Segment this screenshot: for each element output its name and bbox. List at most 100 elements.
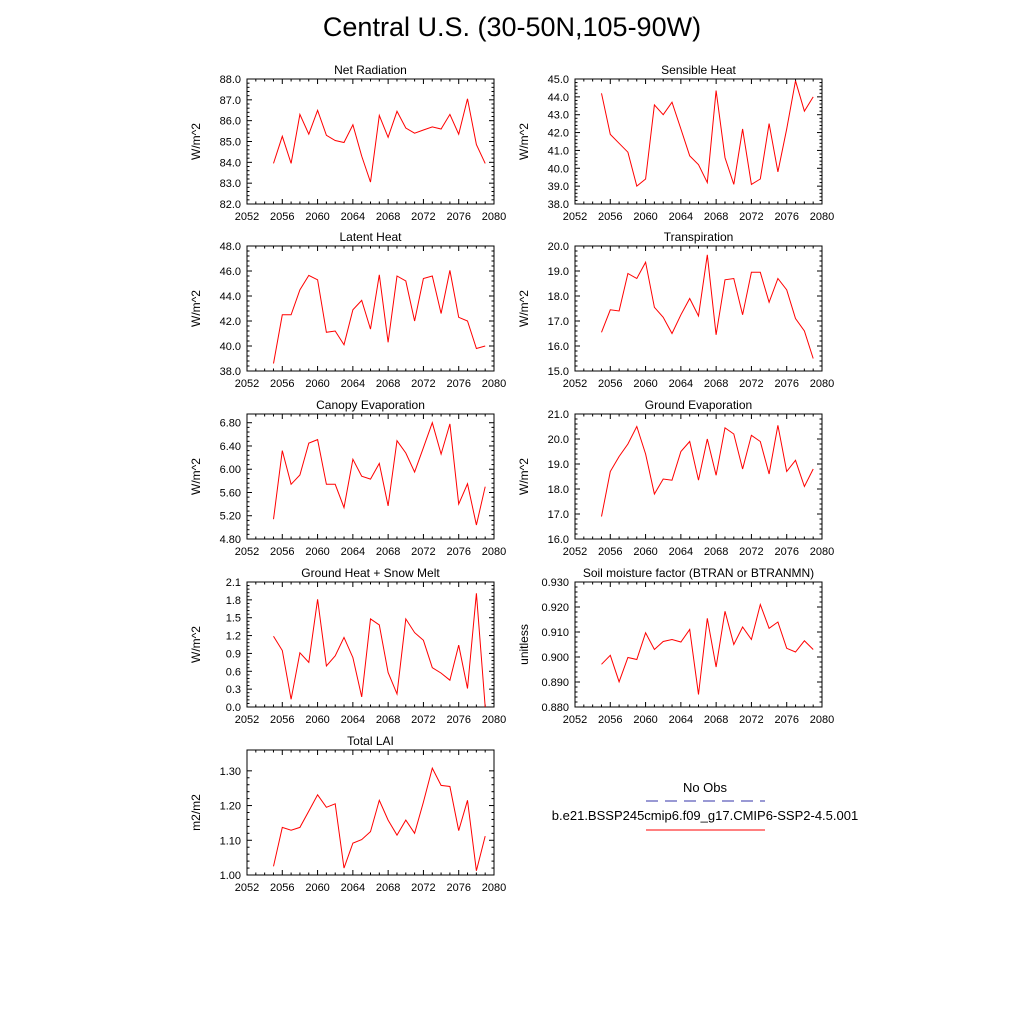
y-tick-label: 15.0 bbox=[548, 366, 569, 378]
panels-group: Net Radiation W/m^2 2052 2056 2060 2064 2068 20… bbox=[189, 63, 834, 894]
x-tick-label: 2060 bbox=[305, 211, 329, 223]
x-tick-label: 2068 bbox=[704, 714, 728, 726]
y-tick-label: 86.0 bbox=[220, 116, 241, 128]
y-tick-label: 40.0 bbox=[548, 163, 569, 175]
y-tick-label: 40.0 bbox=[220, 341, 241, 353]
x-tick-label: 2064 bbox=[341, 882, 365, 894]
plot-frame bbox=[246, 581, 495, 708]
x-tick-label: 2060 bbox=[305, 378, 329, 390]
y-axis-label: W/m^2 bbox=[189, 123, 203, 160]
y-tick-label: 16.0 bbox=[548, 341, 569, 353]
panel-title: Net Radiation bbox=[334, 63, 407, 77]
y-tick-label: 17.0 bbox=[548, 316, 569, 328]
y-tick-label: 48.0 bbox=[220, 241, 241, 253]
y-tick-label: 0.930 bbox=[541, 577, 569, 589]
y-tick-label: 38.0 bbox=[548, 199, 569, 211]
x-tick-label: 2076 bbox=[446, 378, 470, 390]
y-axis-label: W/m^2 bbox=[517, 458, 531, 495]
x-tick-label: 2064 bbox=[669, 714, 693, 726]
y-tick-label: 16.0 bbox=[548, 534, 569, 546]
x-tick-label: 2080 bbox=[482, 378, 506, 390]
x-tick-label: 2064 bbox=[341, 378, 365, 390]
x-tick-label: 2056 bbox=[598, 546, 622, 558]
plot-frame bbox=[574, 413, 823, 540]
y-tick-label: 1.2 bbox=[226, 631, 241, 643]
y-tick-label: 0.9 bbox=[226, 648, 241, 660]
x-tick-label: 2072 bbox=[739, 546, 763, 558]
y-tick-label: 82.0 bbox=[220, 199, 241, 211]
x-tick-label: 2068 bbox=[704, 546, 728, 558]
y-tick-label: 42.0 bbox=[220, 316, 241, 328]
y-tick-label: 44.0 bbox=[220, 291, 241, 303]
x-tick-label: 2056 bbox=[270, 211, 294, 223]
y-tick-label: 0.0 bbox=[226, 702, 241, 714]
panel-title: Total LAI bbox=[347, 734, 394, 748]
x-tick-label: 2080 bbox=[810, 211, 834, 223]
y-tick-label: 0.900 bbox=[541, 652, 569, 664]
y-tick-label: 6.40 bbox=[220, 441, 241, 453]
x-tick-label: 2060 bbox=[633, 714, 657, 726]
plot-frame bbox=[574, 78, 823, 205]
y-tick-label: 46.0 bbox=[220, 266, 241, 278]
y-tick-label: 0.6 bbox=[226, 666, 241, 678]
x-tick-label: 2060 bbox=[633, 378, 657, 390]
x-tick-label: 2080 bbox=[810, 546, 834, 558]
x-tick-label: 2056 bbox=[270, 882, 294, 894]
y-tick-label: 19.0 bbox=[548, 459, 569, 471]
y-tick-label: 0.890 bbox=[541, 677, 569, 689]
x-tick-label: 2060 bbox=[633, 211, 657, 223]
y-axis-label: W/m^2 bbox=[517, 290, 531, 327]
x-tick-label: 2060 bbox=[633, 546, 657, 558]
panel-title: Sensible Heat bbox=[661, 63, 736, 77]
series-line bbox=[273, 421, 486, 526]
x-tick-label: 2064 bbox=[341, 211, 365, 223]
series-line bbox=[601, 80, 814, 187]
x-tick-label: 2056 bbox=[270, 378, 294, 390]
x-tick-label: 2068 bbox=[376, 546, 400, 558]
y-tick-label: 83.0 bbox=[220, 178, 241, 190]
y-tick-label: 2.1 bbox=[226, 577, 241, 589]
y-tick-label: 1.8 bbox=[226, 595, 241, 607]
x-tick-label: 2064 bbox=[341, 714, 365, 726]
x-tick-label: 2080 bbox=[482, 546, 506, 558]
plot-frame bbox=[246, 413, 495, 540]
x-tick-label: 2076 bbox=[446, 546, 470, 558]
x-tick-label: 2068 bbox=[704, 378, 728, 390]
x-tick-label: 2052 bbox=[235, 882, 259, 894]
panel-ground-evaporation: Ground Evaporation W/m^2 2052 2056 2060 2064 2… bbox=[517, 398, 834, 558]
panel-canopy-evaporation: Canopy Evaporation W/m^2 2052 2056 2060 2064 2… bbox=[189, 398, 506, 558]
x-tick-label: 2052 bbox=[235, 211, 259, 223]
panel-soil-moisture-factor: Soil moisture factor (BTRAN or BTRANMN) u… bbox=[517, 566, 834, 726]
legend-model-label: b.e21.BSSP245cmip6.f09_g17.CMIP6-SSP2-4.… bbox=[552, 808, 858, 823]
y-tick-label: 5.60 bbox=[220, 487, 241, 499]
panel-title: Ground Evaporation bbox=[645, 398, 752, 412]
x-tick-label: 2080 bbox=[482, 882, 506, 894]
x-tick-label: 2068 bbox=[376, 211, 400, 223]
y-tick-label: 44.0 bbox=[548, 92, 569, 104]
y-tick-label: 0.910 bbox=[541, 627, 569, 639]
y-tick-label: 18.0 bbox=[548, 484, 569, 496]
x-tick-label: 2080 bbox=[810, 378, 834, 390]
y-tick-label: 6.00 bbox=[220, 464, 241, 476]
y-tick-label: 42.0 bbox=[548, 128, 569, 140]
x-tick-label: 2068 bbox=[376, 714, 400, 726]
x-tick-label: 2064 bbox=[669, 546, 693, 558]
x-tick-label: 2076 bbox=[774, 378, 798, 390]
series-line bbox=[273, 270, 486, 364]
x-tick-label: 2076 bbox=[446, 211, 470, 223]
y-tick-label: 4.80 bbox=[220, 534, 241, 546]
x-tick-label: 2052 bbox=[235, 714, 259, 726]
x-tick-label: 2072 bbox=[411, 211, 435, 223]
y-axis-label: W/m^2 bbox=[189, 458, 203, 495]
x-tick-label: 2072 bbox=[739, 714, 763, 726]
y-tick-label: 6.80 bbox=[220, 418, 241, 430]
series-line bbox=[601, 254, 814, 359]
y-tick-label: 21.0 bbox=[548, 409, 569, 421]
x-tick-label: 2060 bbox=[305, 546, 329, 558]
x-tick-label: 2068 bbox=[376, 378, 400, 390]
y-tick-label: 39.0 bbox=[548, 181, 569, 193]
panel-title: Soil moisture factor (BTRAN or BTRANMN) bbox=[583, 566, 814, 580]
x-tick-label: 2076 bbox=[774, 714, 798, 726]
y-tick-label: 19.0 bbox=[548, 266, 569, 278]
y-tick-label: 41.0 bbox=[548, 145, 569, 157]
